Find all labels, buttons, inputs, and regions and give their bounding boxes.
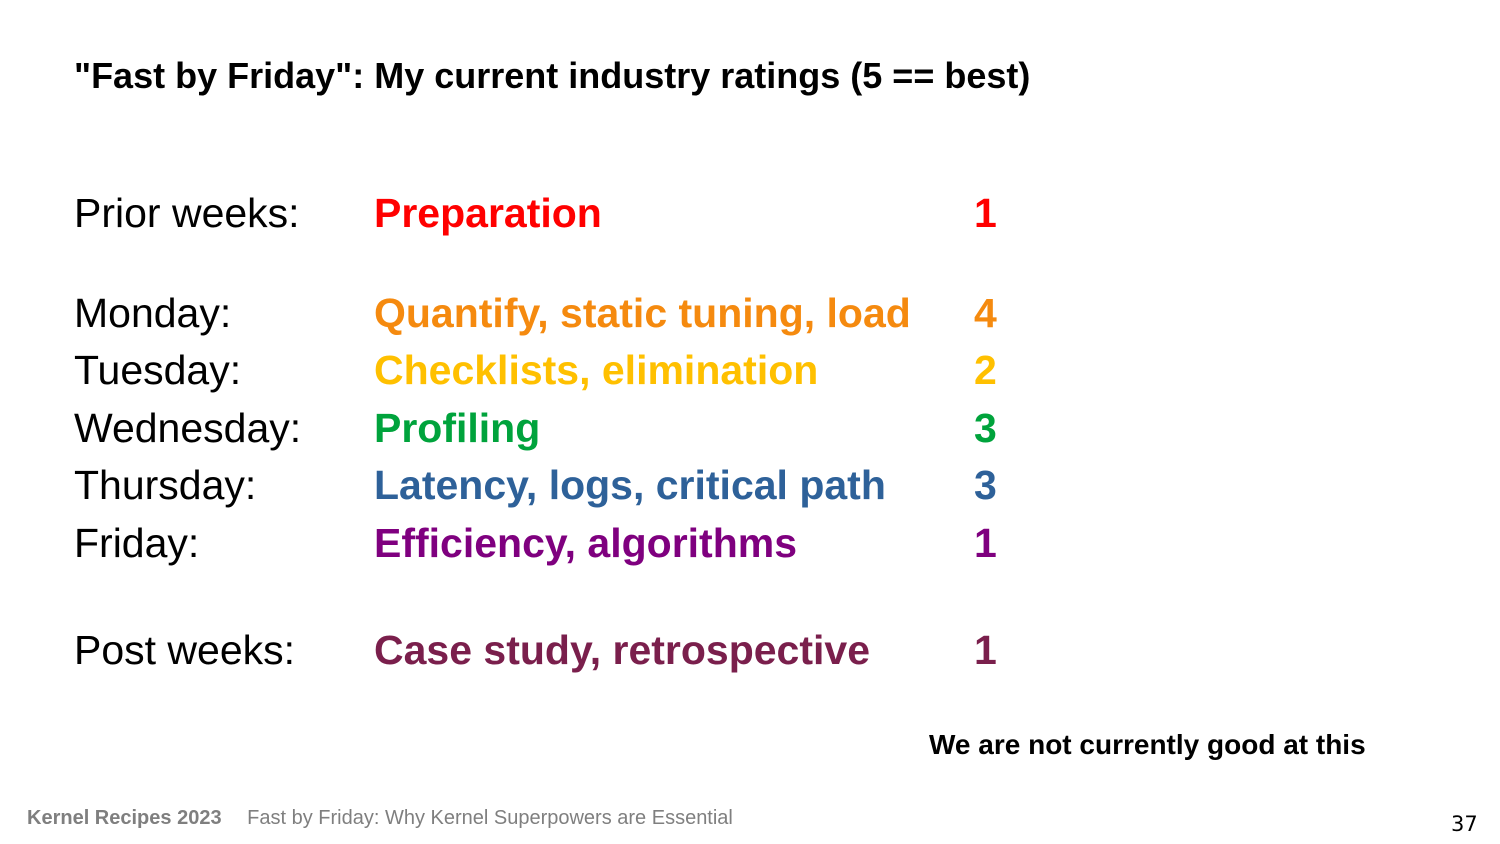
rating-row-post-weeks: Post weeks: Case study, retrospective 1 [0, 626, 1100, 674]
rating-row-friday: Friday: Efficiency, algorithms 1 [0, 519, 1100, 567]
row-topic: Profiling [374, 405, 541, 451]
row-topic: Quantify, static tuning, load [374, 290, 911, 336]
row-day-label: Monday: [74, 290, 232, 336]
row-day-label: Prior weeks: [74, 190, 300, 236]
row-rating: 1 [974, 520, 997, 566]
rating-row-thursday: Thursday: Latency, logs, critical path 3 [0, 461, 1100, 509]
slide-title: "Fast by Friday": My current industry ra… [74, 55, 1031, 96]
row-rating: 2 [974, 347, 997, 393]
row-topic: Efficiency, algorithms [374, 520, 798, 566]
rating-row-prior-weeks: Prior weeks: Preparation 1 [0, 189, 1100, 237]
row-rating: 3 [974, 462, 997, 508]
rating-row-monday: Monday: Quantify, static tuning, load 4 [0, 289, 1100, 337]
row-topic: Case study, retrospective [374, 627, 871, 673]
row-rating: 4 [974, 290, 997, 336]
row-topic: Latency, logs, critical path [374, 462, 886, 508]
footer-talk-title: Fast by Friday: Why Kernel Superpowers a… [247, 807, 733, 829]
slide-note: We are not currently good at this [929, 729, 1366, 760]
rating-row-tuesday: Tuesday: Checklists, elimination 2 [0, 346, 1100, 394]
row-day-label: Post weeks: [74, 627, 296, 673]
row-day-label: Wednesday: [74, 405, 302, 451]
row-day-label: Tuesday: [74, 347, 242, 393]
row-topic: Checklists, elimination [374, 347, 819, 393]
row-rating: 1 [974, 190, 997, 236]
row-rating: 1 [974, 627, 997, 673]
slide-footer: Kernel Recipes 2023 Fast by Friday: Why … [27, 807, 733, 830]
row-rating: 3 [974, 405, 997, 451]
footer-event-name: Kernel Recipes 2023 [27, 807, 222, 829]
row-day-label: Thursday: [74, 462, 257, 508]
row-topic: Preparation [374, 190, 602, 236]
rating-row-wednesday: Wednesday: Profiling 3 [0, 404, 1100, 452]
row-day-label: Friday: [74, 520, 200, 566]
page-number: 37 [1451, 812, 1478, 836]
